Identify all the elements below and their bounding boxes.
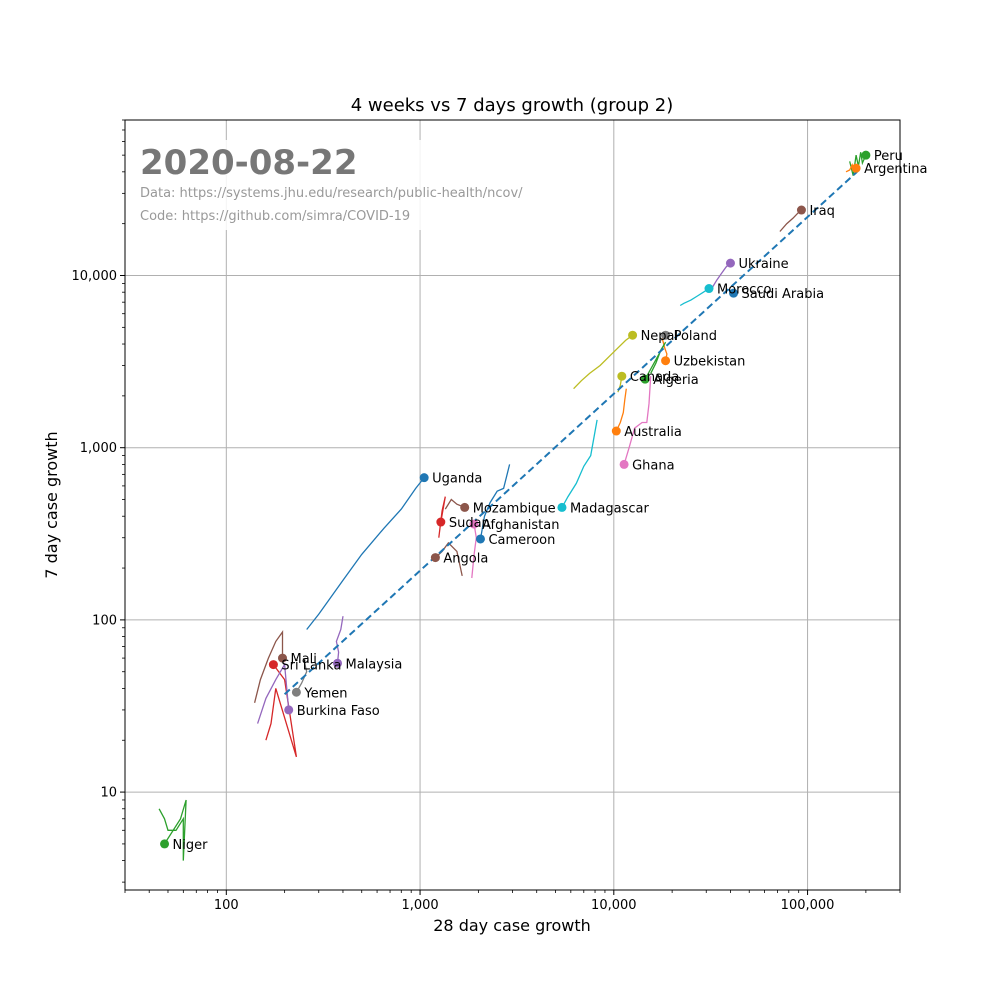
trail-australia: [615, 388, 627, 432]
trail-sri-lanka: [265, 664, 298, 758]
label-argentina: Argentina: [864, 162, 927, 177]
trend-line: [283, 171, 858, 695]
code-source-annotation: Code: https://github.com/simra/COVID-19: [140, 209, 410, 224]
point-yemen: [291, 687, 301, 697]
trail-niger: [158, 799, 187, 861]
label-australia: Australia: [624, 425, 682, 440]
point-iraq: [796, 205, 806, 215]
trail-ghana: [623, 376, 652, 465]
point-uganda: [419, 473, 429, 483]
trail-burkina-faso: [256, 662, 290, 724]
label-yemen: Yemen: [303, 686, 347, 701]
y-tick-label: 10,000: [72, 269, 118, 284]
label-malaysia: Malaysia: [346, 657, 403, 672]
y-tick-label: 10: [100, 786, 117, 801]
label-angola: Angola: [443, 552, 488, 567]
label-iraq: Iraq: [809, 204, 834, 219]
x-tick-label: 1,000: [401, 898, 438, 913]
grid-layer: [125, 120, 900, 890]
point-algeria: [640, 374, 650, 384]
point-nepal: [628, 330, 638, 340]
point-layer: [160, 150, 871, 849]
label-afghanistan: Afghanistan: [482, 518, 559, 533]
label-burkina-faso: Burkina Faso: [297, 704, 380, 719]
point-sri-lanka: [268, 660, 278, 670]
trail-mali: [253, 629, 284, 703]
label-algeria: Algeria: [653, 373, 699, 388]
point-canada: [617, 371, 627, 381]
point-mozambique: [460, 502, 470, 512]
point-cameroon: [475, 534, 485, 544]
label-ghana: Ghana: [632, 458, 675, 473]
x-tick-label: 100: [214, 898, 239, 913]
label-canada: Canada: [630, 370, 679, 385]
label-saudi-arabia: Saudi Arabia: [742, 287, 825, 302]
label-peru: Peru: [874, 149, 903, 164]
label-nepal: Nepal: [641, 329, 679, 344]
x-tick-label: 100,000: [781, 898, 835, 913]
point-afghanistan: [469, 519, 479, 529]
point-argentina: [851, 163, 861, 173]
label-mozambique: Mozambique: [473, 501, 556, 516]
point-sudan: [436, 517, 446, 527]
point-niger: [160, 839, 170, 849]
y-axis-label: 7 day case growth: [42, 431, 61, 578]
point-poland: [661, 330, 671, 340]
trail-cameroon: [479, 464, 511, 540]
chart-title: 4 weeks vs 7 days growth (group 2): [351, 95, 674, 116]
trail-morocco: [679, 287, 710, 307]
annotation-layer: 2020-08-22 Data: https://systems.jhu.edu…: [134, 140, 523, 230]
trail-uganda: [306, 477, 425, 630]
label-ukraine: Ukraine: [738, 257, 788, 272]
point-uzbekistan: [661, 356, 671, 366]
label-morocco: Morocco: [717, 283, 771, 298]
point-peru: [861, 150, 871, 160]
annotation-box: [134, 140, 429, 230]
label-mali: Mali: [291, 652, 317, 667]
data-source-annotation: Data: https://systems.jhu.edu/research/p…: [140, 186, 523, 201]
label-sudan: Sudan: [449, 516, 490, 531]
axis-layer: 100 1,000 10,000 100,000 10 100 1,000 10,000: [72, 119, 901, 913]
point-angola: [430, 553, 440, 563]
label-cameroon: Cameroon: [488, 533, 555, 548]
point-malaysia: [333, 658, 343, 668]
point-australia: [611, 426, 621, 436]
label-niger: Niger: [173, 838, 209, 853]
trail-malaysia: [335, 616, 344, 664]
label-uganda: Uganda: [432, 472, 482, 487]
date-annotation: 2020-08-22: [140, 143, 357, 183]
label-poland: Poland: [674, 329, 717, 344]
trail-madagascar: [561, 419, 598, 508]
x-axis-label: 28 day case growth: [433, 916, 591, 935]
point-burkina-faso: [284, 705, 294, 715]
label-madagascar: Madagascar: [570, 501, 650, 516]
point-ukraine: [725, 258, 735, 268]
trail-nepal: [573, 334, 633, 390]
trail-afghanistan: [471, 523, 477, 579]
y-tick-label: 100: [92, 613, 117, 628]
point-mali: [278, 653, 288, 663]
trend-layer: [283, 171, 858, 695]
point-ghana: [619, 459, 629, 469]
label-uzbekistan: Uzbekistan: [674, 355, 746, 370]
label-sri-lanka: Sri Lanka: [281, 659, 341, 674]
point-saudi-arabia: [729, 288, 739, 298]
y-tick-label: 1,000: [80, 441, 117, 456]
point-morocco: [704, 284, 714, 294]
point-madagascar: [557, 502, 567, 512]
x-tick-label: 10,000: [591, 898, 637, 913]
